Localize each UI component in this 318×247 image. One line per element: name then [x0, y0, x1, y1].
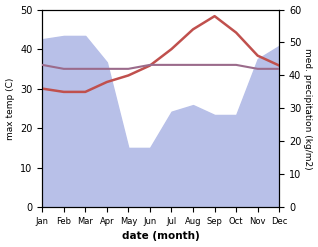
X-axis label: date (month): date (month) [122, 231, 200, 242]
Y-axis label: max temp (C): max temp (C) [5, 77, 15, 140]
Y-axis label: med. precipitation (kg/m2): med. precipitation (kg/m2) [303, 48, 313, 169]
